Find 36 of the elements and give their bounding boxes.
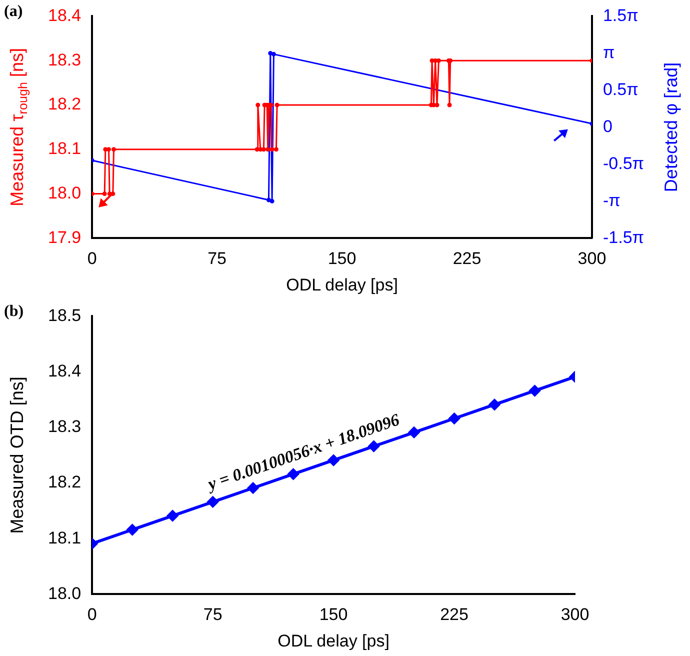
y-tick-label: 17.9	[48, 228, 82, 247]
y2-tick-label: 0	[602, 116, 612, 136]
y2-tick-label: 0.5π	[602, 80, 638, 99]
y-tick-label: 18.4	[48, 6, 82, 25]
x-tick-label: 225	[440, 605, 468, 624]
y-tick-label: 18.5	[48, 306, 82, 325]
y-tick-label: 18.1	[48, 139, 82, 158]
text: (b)	[4, 303, 24, 320]
y2-tick-label: π	[602, 42, 615, 62]
y-tick-label: 18.1	[48, 528, 82, 548]
text: (a)	[4, 3, 23, 20]
x-tick-label: 150	[319, 605, 348, 624]
y-axis-title: Measured τrough [ns]	[6, 48, 30, 206]
x-tick-label: 300	[578, 249, 606, 268]
y-tick-label: 18.0	[48, 584, 82, 603]
x-tick-label: 75	[203, 605, 222, 624]
x-tick-label: 225	[452, 249, 482, 268]
y2-tick-label: -1.5π	[602, 228, 644, 247]
y-axis-title: Measured OTD [ns]	[6, 376, 27, 534]
x-tick-label: 75	[208, 249, 227, 268]
y2-tick-label: -0.5π	[602, 154, 644, 173]
y-tick-label: 18.3	[48, 417, 82, 436]
x-tick-label: 0	[87, 605, 97, 624]
y2-tick-label: -π	[602, 190, 620, 210]
x-axis-title: ODL delay [ps]	[286, 275, 398, 294]
x-axis-title: ODL delay [ps]	[278, 631, 390, 650]
x-tick-label: 0	[87, 249, 97, 268]
y-tick-label: 18.0	[48, 183, 82, 202]
y-tick-label: 18.2	[48, 472, 82, 492]
y2-axis-title: Detected φ [rad]	[660, 62, 681, 192]
y-tick-label: 18.4	[48, 361, 82, 380]
x-tick-label: 150	[328, 249, 356, 268]
x-tick-label: 300	[560, 605, 590, 624]
y-tick-label: 18.2	[48, 94, 82, 114]
y-tick-label: 18.3	[48, 50, 82, 70]
y2-tick-label: 1.5π	[602, 6, 638, 25]
